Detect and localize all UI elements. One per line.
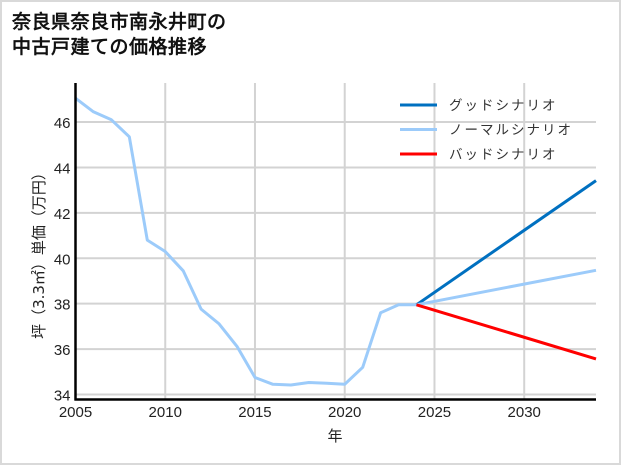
x-axis-label: 年 xyxy=(327,427,342,445)
y-tick-label: 42 xyxy=(54,206,71,223)
x-axis-ticks: 2005 2010 2015 2020 2025 2030 xyxy=(59,404,541,421)
chart-title-line-1: 奈良県奈良市南永井町の xyxy=(12,11,227,33)
y-tick-label: 36 xyxy=(54,342,71,359)
y-axis-label: 坪（3.3㎡）単価（万円） xyxy=(30,165,48,339)
data-series xyxy=(74,97,597,387)
series-line xyxy=(74,97,417,387)
x-tick-label: 2030 xyxy=(508,404,541,421)
y-tick-label: 40 xyxy=(54,251,71,268)
series-line xyxy=(416,303,597,361)
y-tick-label: 46 xyxy=(54,115,71,132)
series-line xyxy=(415,179,597,307)
gridlines xyxy=(75,83,596,400)
x-tick-label: 2010 xyxy=(149,404,182,421)
legend-label: グッドシナリオ xyxy=(449,98,558,114)
x-tick-label: 2015 xyxy=(238,404,271,421)
x-tick-label: 2020 xyxy=(328,404,361,421)
y-tick-label: 38 xyxy=(54,297,71,314)
chart-title: 奈良県奈良市南永井町の 中古戸建ての価格推移 xyxy=(12,10,227,60)
chart-title-line-2: 中古戸建ての価格推移 xyxy=(12,36,208,58)
y-axis-ticks: 34 36 38 40 42 44 46 xyxy=(54,115,71,404)
y-tick-label: 34 xyxy=(54,388,71,405)
axes xyxy=(74,83,596,401)
x-tick-label: 2025 xyxy=(418,404,451,421)
legend-label: ノーマルシナリオ xyxy=(449,123,573,139)
series-line xyxy=(416,268,597,307)
x-tick-label: 2005 xyxy=(59,404,92,421)
legend-label: バッドシナリオ xyxy=(449,147,558,163)
y-tick-label: 44 xyxy=(54,160,71,177)
